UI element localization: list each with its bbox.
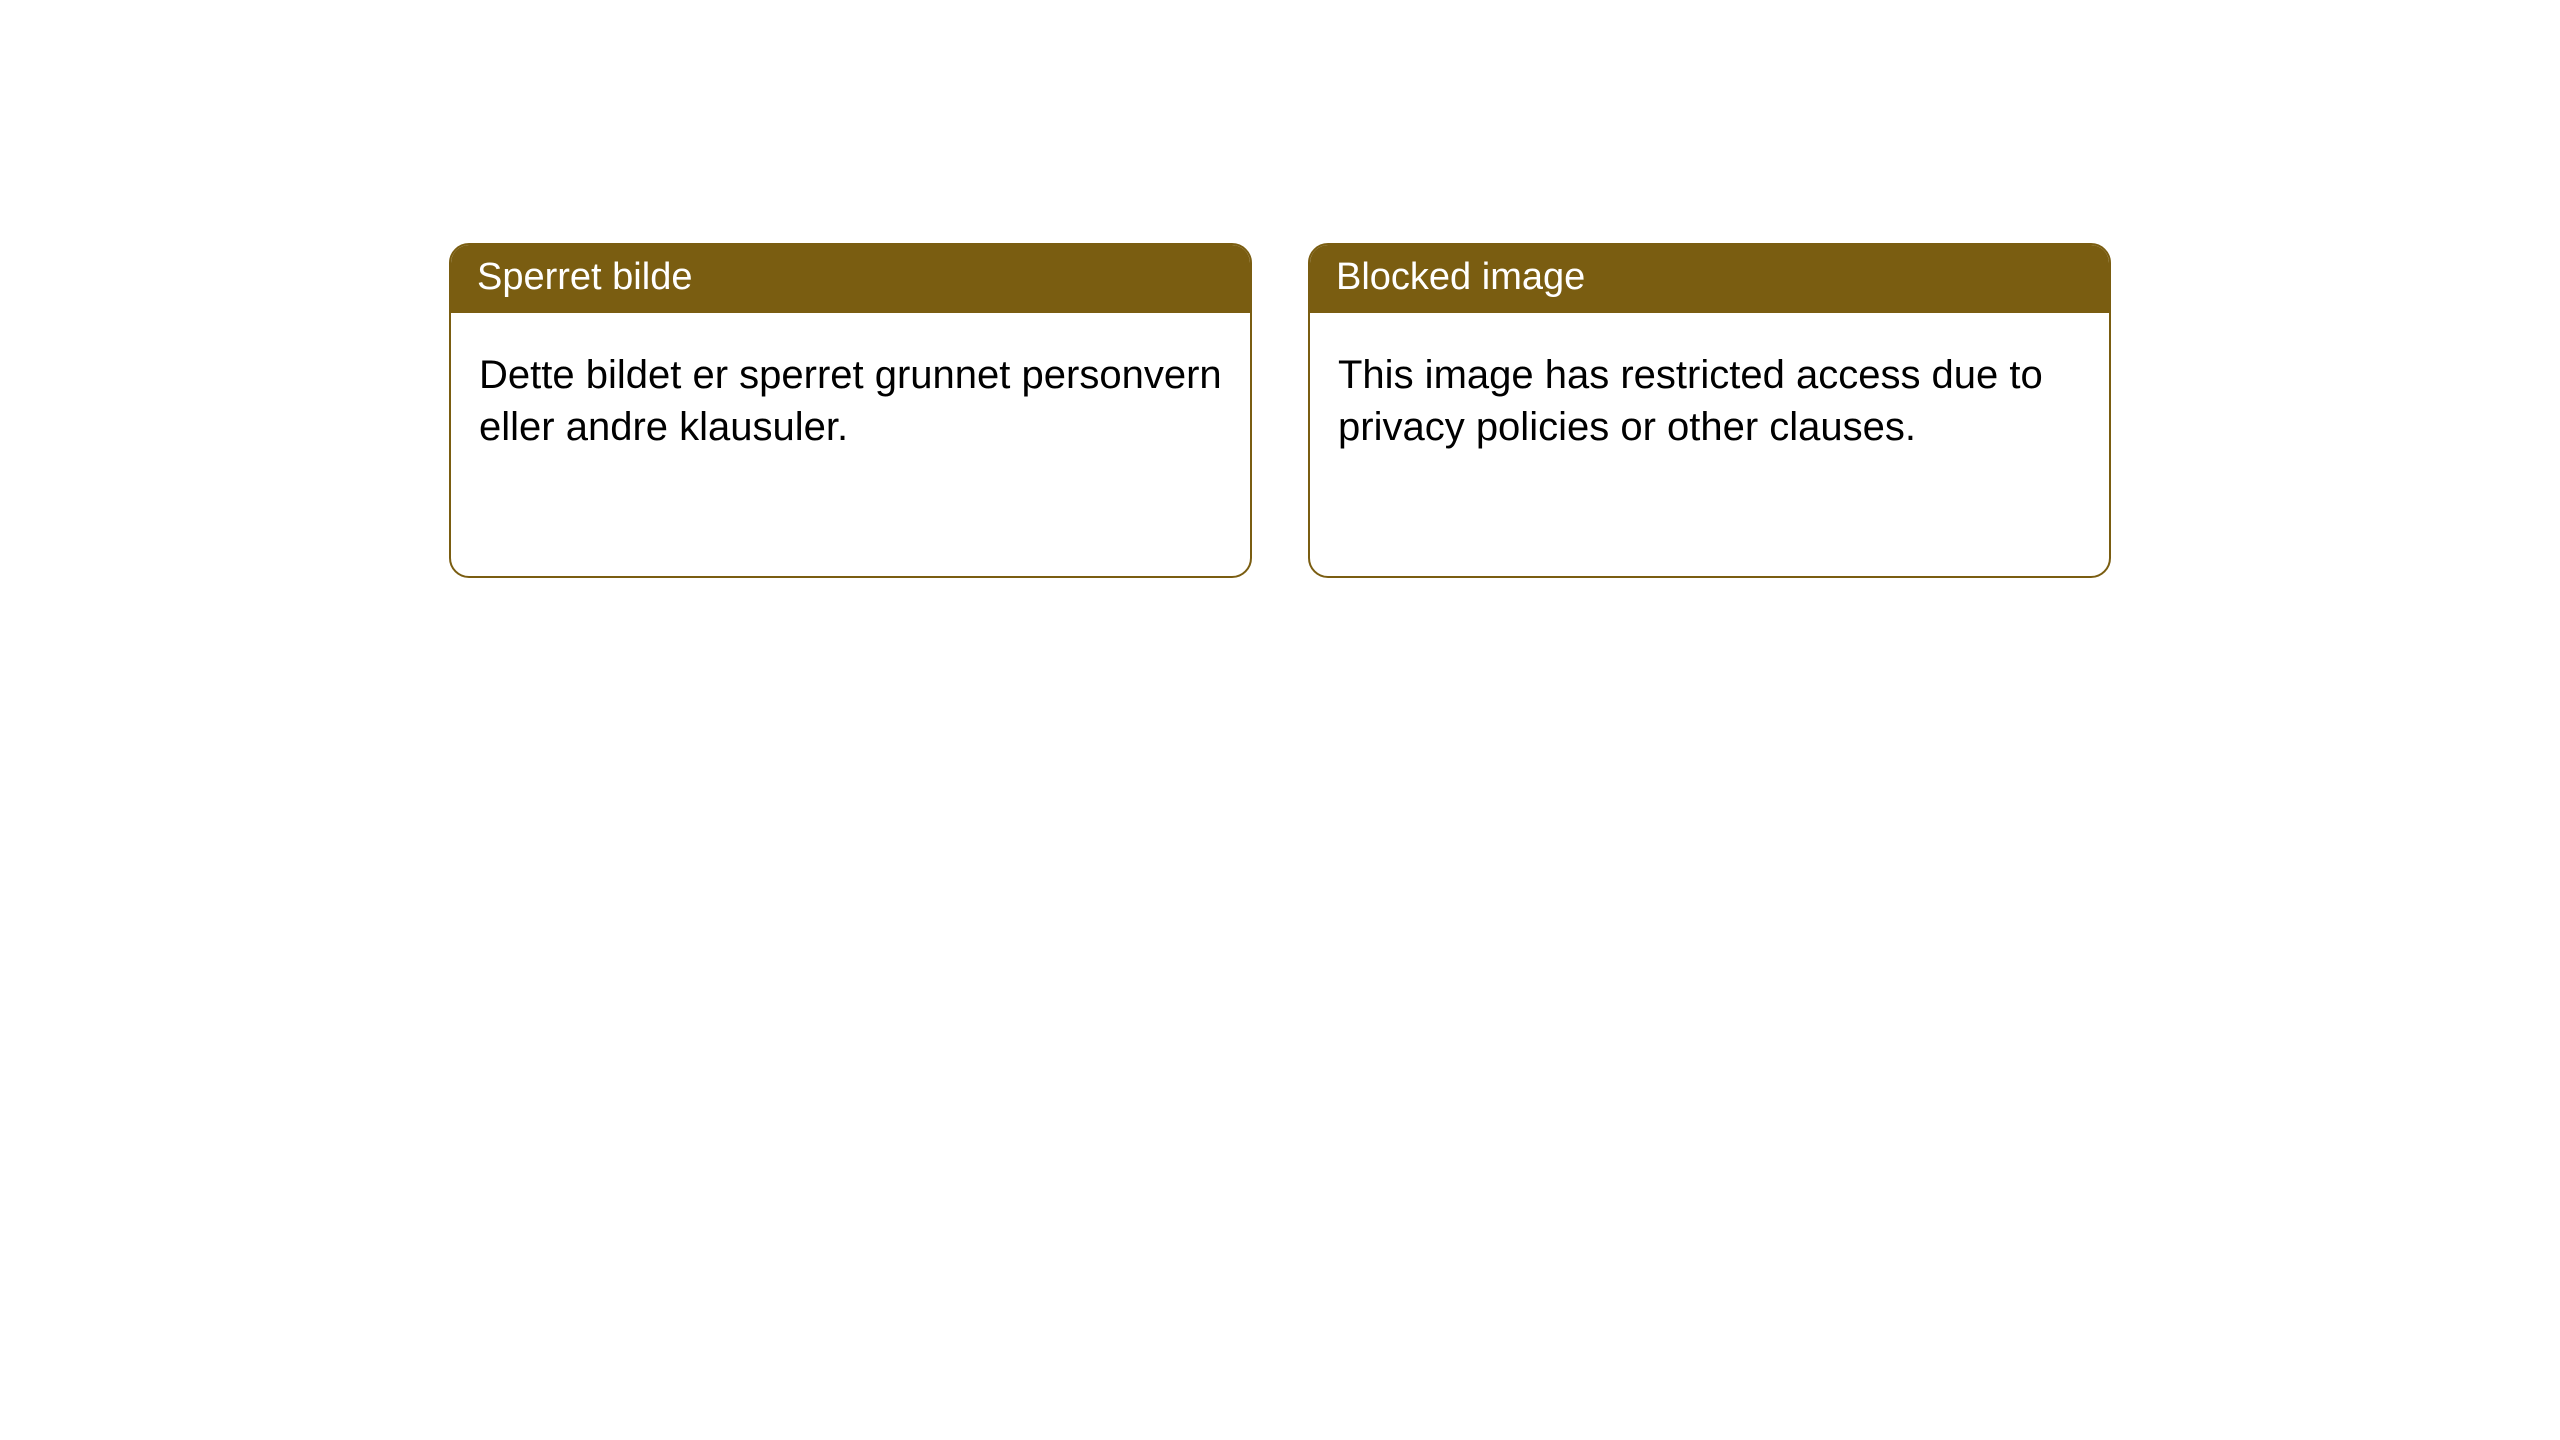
card-title-english: Blocked image: [1336, 256, 1585, 298]
card-header-english: Blocked image: [1310, 245, 2109, 313]
card-text-norwegian: Dette bildet er sperret grunnet personve…: [479, 353, 1222, 449]
card-body-norwegian: Dette bildet er sperret grunnet personve…: [451, 313, 1250, 489]
card-text-english: This image has restricted access due to …: [1338, 353, 2043, 449]
notice-cards-container: Sperret bilde Dette bildet er sperret gr…: [0, 0, 2560, 578]
card-title-norwegian: Sperret bilde: [477, 256, 692, 298]
notice-card-norwegian: Sperret bilde Dette bildet er sperret gr…: [449, 243, 1252, 578]
card-body-english: This image has restricted access due to …: [1310, 313, 2109, 489]
notice-card-english: Blocked image This image has restricted …: [1308, 243, 2111, 578]
card-header-norwegian: Sperret bilde: [451, 245, 1250, 313]
